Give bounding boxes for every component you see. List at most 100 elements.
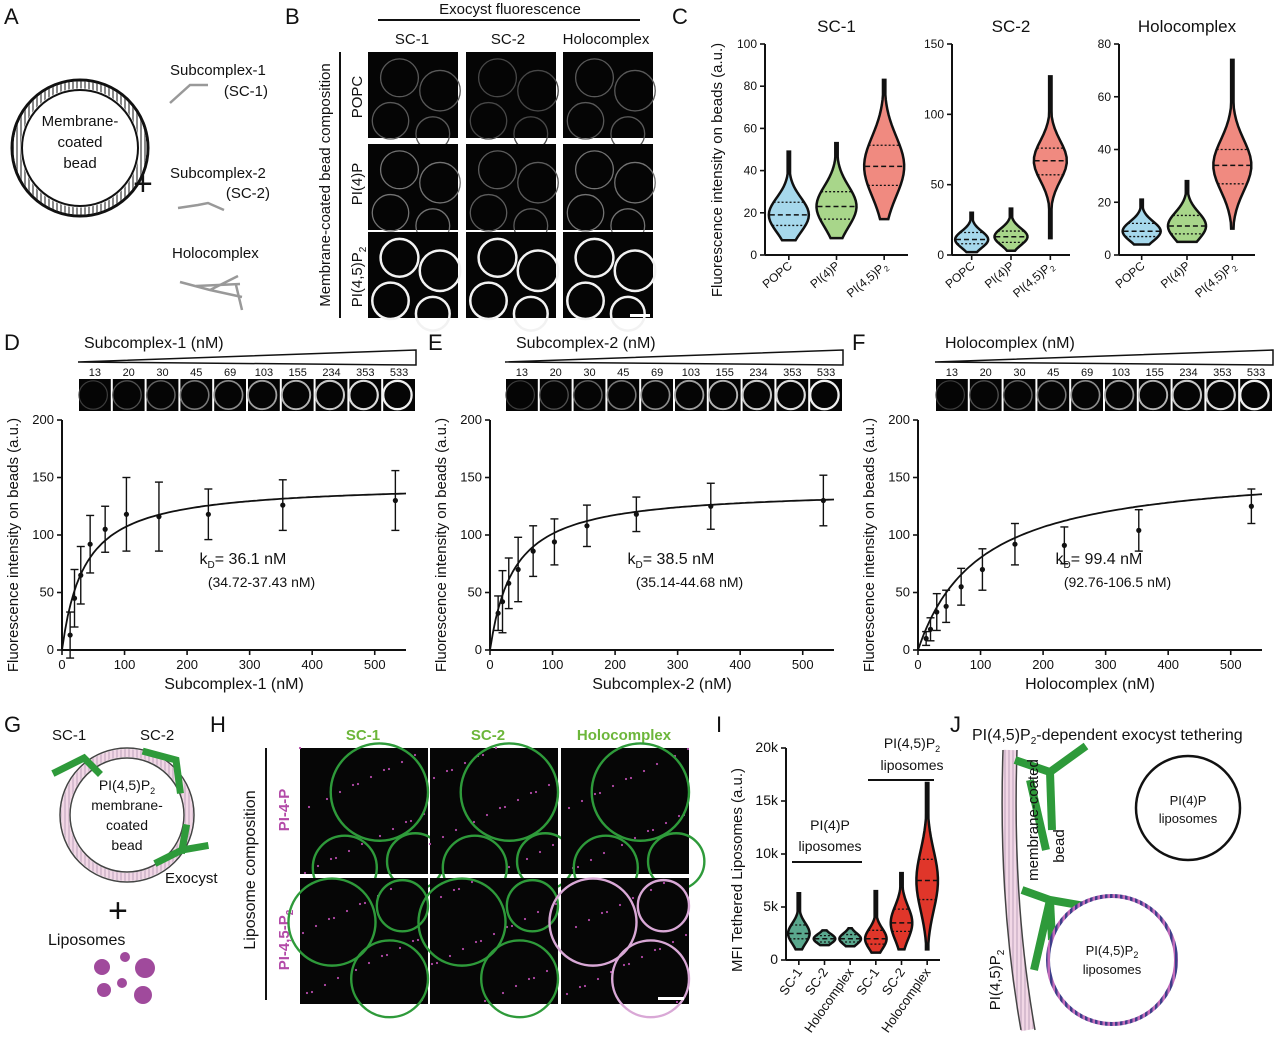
xtick-label: 500 — [1220, 657, 1242, 672]
c-xtick-label: PI(4)P — [1158, 259, 1193, 292]
ytick-label: 150 — [888, 470, 910, 485]
conc-wedge — [934, 349, 1274, 366]
panel-c: C Fluorescence intensity on beads (a.u.)… — [672, 4, 1255, 302]
panel-a: A Membrane- coated bead + Subcomplex-1 (… — [4, 4, 270, 311]
ytick-label: 150 — [460, 470, 482, 485]
data-point — [71, 595, 78, 601]
h-col-sc2: SC-2 — [471, 727, 505, 744]
g-liposomes-label: Liposomes — [48, 932, 125, 949]
conc-tile-ring — [969, 380, 999, 410]
panel-a-letter: A — [4, 4, 19, 29]
conc-tile-ring — [1137, 379, 1169, 411]
c-plot-title: SC-1 — [817, 17, 856, 36]
b-scale-bar — [630, 314, 650, 317]
b-row-pi4p: PI(4)P — [349, 163, 366, 206]
g-sc1-label: SC-1 — [52, 727, 86, 744]
data-point — [123, 511, 130, 517]
i-ytick-label: 10k — [755, 845, 779, 861]
h-tile — [561, 742, 706, 901]
j-bead-edge-left — [1001, 749, 1022, 1031]
violin-SC-1 — [786, 891, 811, 951]
conc-tile-ring — [280, 379, 312, 411]
ylabel: Fluorescence intensity on beads (a.u.) — [433, 418, 450, 672]
b-tile — [466, 232, 560, 332]
conc-label: 533 — [1247, 367, 1265, 379]
xtick-label: 100 — [114, 657, 136, 672]
conc-label: 103 — [255, 367, 273, 379]
j-pip2-line2: liposomes — [1083, 962, 1142, 977]
g-bead-membrane — [61, 749, 193, 881]
i-ytick-label: 5k — [763, 898, 779, 914]
j-pi4p-line1: PI(4)P — [1170, 793, 1207, 808]
j-bead-edge-right — [1015, 749, 1036, 1031]
f-strip-title: Holocomplex (nM) — [945, 335, 1075, 352]
conc-tile-ring — [640, 379, 671, 411]
i-group1-line1: PI(4)P — [810, 817, 850, 833]
data-point — [530, 548, 536, 554]
d-binding-plot: 13 20 30 45 69 103 155 234 353 533 0 50 100 150 200 0 10… — [5, 349, 417, 693]
violin-POPC — [767, 150, 811, 242]
data-point — [934, 609, 940, 615]
bead-outer — [10, 78, 150, 218]
conc-label: 45 — [190, 367, 202, 379]
e-strip-title: Subcomplex-2 (nM) — [516, 335, 656, 352]
j-bead-label-a: PI(4,5)P2 — [987, 949, 1007, 1010]
ylabel: Fluorescence intensity on beads (a.u.) — [5, 418, 22, 672]
c-plot-title: Holocomplex — [1138, 17, 1237, 36]
ytick-label: 100 — [888, 527, 910, 542]
kd-ci: (34.72-37.43 nM) — [208, 574, 315, 590]
c-xtick-label: POPC — [943, 258, 978, 291]
ytick-label: 200 — [32, 412, 54, 427]
i-group2-line1: PI(4,5)P2 — [884, 735, 940, 754]
conc-label: 103 — [1112, 367, 1130, 379]
conc-tile-ring — [1104, 379, 1135, 411]
conc-label: 30 — [156, 367, 168, 379]
data-point — [820, 497, 826, 504]
c-xtick-label: PI(4,5)P2 — [1192, 258, 1240, 302]
i-group1-line2: liposomes — [798, 838, 861, 854]
data-point — [584, 523, 590, 529]
c-ytick-label: 40 — [744, 164, 758, 178]
c-plot-title: SC-2 — [992, 17, 1031, 36]
c-ytick-label: 40 — [1098, 143, 1112, 157]
b-side-label: Membrane-coated bead composition — [317, 63, 334, 306]
conc-tile-ring — [505, 380, 536, 410]
data-point — [708, 503, 714, 509]
xtick-label: 400 — [729, 657, 751, 672]
xtick-label: 300 — [239, 657, 261, 672]
conc-tile-ring — [1070, 379, 1101, 411]
violin-SC-2 — [812, 929, 837, 947]
xtick-label: 400 — [301, 657, 323, 672]
panel-j: J PI(4,5)P2-dependent exocyst tethering … — [950, 712, 1243, 1032]
b-tile — [466, 52, 559, 152]
violin-PI(4,5)P2 — [862, 78, 906, 221]
ytick-label: 150 — [32, 470, 54, 485]
panel-f-letter: F — [852, 330, 865, 355]
panel-e-letter: E — [428, 330, 443, 355]
j-bead-label-c: bead — [1051, 829, 1068, 862]
e-binding-plot: 13 20 30 45 69 103 155 234 353 533 0 50 100 150 200 0 10… — [433, 349, 844, 693]
xtick-label: 400 — [1157, 657, 1179, 672]
data-point — [495, 610, 501, 616]
conc-label: 69 — [224, 367, 236, 379]
b-row-pip2: PI(4,5)P2 — [349, 246, 369, 307]
c-xtick-label: POPC — [1113, 258, 1148, 291]
data-point — [633, 511, 639, 517]
data-point — [1012, 541, 1018, 547]
conc-label: 20 — [980, 367, 992, 379]
ytick-label: 200 — [460, 412, 482, 427]
conc-label: 30 — [583, 367, 595, 379]
conc-label: 533 — [817, 367, 835, 379]
violin-PI(4)P — [815, 141, 858, 240]
c-ytick-label: 150 — [924, 37, 944, 51]
conc-label: 234 — [322, 367, 340, 379]
i-ytick-label: 0 — [770, 951, 778, 967]
b-tile — [368, 232, 462, 332]
g-exocyst-label: Exocyst — [165, 870, 218, 887]
j-pip2-liposome — [1046, 894, 1178, 1026]
c-xtick-label: PI(4)P — [807, 259, 842, 292]
violin-SC-1 — [863, 889, 888, 954]
b-tile — [563, 52, 656, 152]
b-tile — [563, 144, 656, 244]
